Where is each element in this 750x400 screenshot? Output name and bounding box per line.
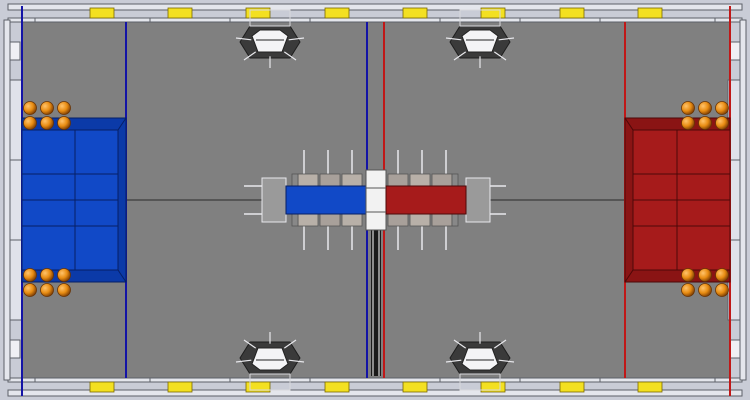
center-barrier — [371, 228, 381, 376]
hub-structure — [445, 9, 515, 68]
scoring-ball — [57, 283, 71, 297]
scoring-ball — [681, 283, 695, 297]
scoring-ball — [698, 283, 712, 297]
scoring-ball — [23, 268, 37, 282]
center-tiles — [291, 173, 459, 227]
center-tile — [387, 213, 409, 227]
center-tile-end — [291, 213, 299, 227]
blue-platform — [21, 117, 127, 283]
center-beam-blue — [285, 185, 367, 215]
center-tile — [431, 213, 453, 227]
scoring-ball — [57, 116, 71, 130]
center-structure — [244, 150, 506, 250]
center-beam-white — [365, 169, 387, 231]
scoring-ball — [715, 101, 729, 115]
scoring-ball — [40, 268, 54, 282]
scoring-ball — [57, 101, 71, 115]
yellow-markers-top — [89, 7, 663, 19]
scoring-ball — [23, 101, 37, 115]
center-tile — [319, 173, 341, 187]
center-beam-red — [385, 185, 467, 215]
scoring-ball — [23, 116, 37, 130]
center-tile-end — [291, 173, 299, 187]
scoring-ball — [57, 268, 71, 282]
scoring-ball — [698, 101, 712, 115]
scoring-ball — [715, 268, 729, 282]
yellow-markers-bottom — [89, 381, 663, 393]
center-tile — [297, 173, 319, 187]
scoring-ball — [23, 283, 37, 297]
corner-hubs — [235, 9, 515, 391]
ball-stacks — [23, 101, 729, 297]
scoring-ball — [698, 116, 712, 130]
center-tile — [297, 213, 319, 227]
center-tile-end — [451, 173, 459, 187]
center-tile — [387, 173, 409, 187]
scoring-ball — [715, 116, 729, 130]
rail-ticks — [34, 18, 716, 382]
hub-structure — [445, 332, 515, 391]
hub-structure — [235, 332, 305, 391]
center-tile — [409, 173, 431, 187]
red-platform — [624, 117, 731, 283]
wall-brackets — [9, 41, 741, 359]
center-tile — [341, 173, 363, 187]
center-tile — [431, 173, 453, 187]
scoring-ball — [715, 283, 729, 297]
scoring-ball — [698, 268, 712, 282]
scoring-ball — [681, 116, 695, 130]
center-tile-end — [451, 213, 459, 227]
hub-structure — [235, 9, 305, 68]
scoring-ball — [40, 283, 54, 297]
center-tile — [319, 213, 341, 227]
scoring-ball — [681, 101, 695, 115]
center-tile — [341, 213, 363, 227]
center-tile — [409, 213, 431, 227]
scoring-ball — [40, 101, 54, 115]
scoring-ball — [40, 116, 54, 130]
scoring-ball — [681, 268, 695, 282]
